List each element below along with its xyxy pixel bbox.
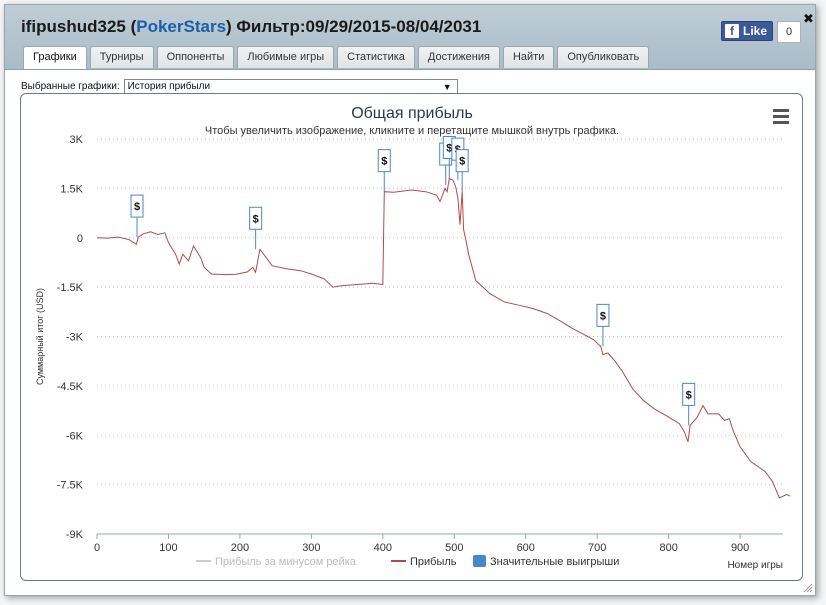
big-win-marker (377, 149, 391, 173)
big-win-marker-label: $ (381, 156, 387, 168)
dropdown-arrow-icon: ▼ (442, 81, 452, 92)
x-tick-label: 800 (659, 542, 677, 554)
menu-bar (773, 115, 789, 118)
tab-bar: Графики Турниры Оппоненты Любимые игры Стати… (23, 46, 650, 69)
x-tick-label: 200 (231, 542, 249, 554)
close-icon[interactable]: ✖ (803, 11, 814, 26)
tab-2[interactable]: Оппоненты (156, 46, 235, 68)
menu-bar (773, 121, 789, 124)
profit-chart[interactable]: Общая прибыль Чтобы увеличить изображение… (20, 93, 803, 581)
x-tick-label: 900 (731, 542, 749, 554)
x-tick-label: 700 (588, 542, 606, 554)
y-tick-label: -6K (66, 430, 84, 442)
y-tick-label: 1.5K (60, 183, 83, 195)
facebook-like-count: 0 (777, 21, 801, 43)
x-axis-label: Номер игры (727, 560, 783, 571)
big-win-marker (130, 194, 144, 218)
filter-label: Фильтр: (236, 17, 306, 36)
chart-selector-row: Выбранные графики: История прибыли ▼ (21, 77, 458, 95)
big-win-marker (455, 149, 469, 173)
x-tick-label: 0 (94, 542, 100, 554)
big-win-marker (249, 206, 263, 230)
resize-grip-icon[interactable] (803, 583, 813, 593)
y-tick-label: -4.5K (57, 381, 84, 393)
tab-5[interactable]: Достижения (417, 46, 500, 68)
big-win-marker-label: $ (600, 310, 606, 322)
x-tick-label: 300 (302, 542, 320, 554)
y-tick-label: 3K (70, 134, 84, 146)
tab-0[interactable]: Графики (23, 46, 87, 69)
legend-big-wins-swatch (473, 555, 486, 567)
big-win-marker (596, 303, 610, 327)
poker-site-link[interactable]: PokerStars (136, 17, 227, 36)
tab-4[interactable]: Статистика (337, 46, 415, 68)
big-win-marker (682, 382, 696, 406)
chart-selector-label: Выбранные графики: (21, 80, 120, 92)
tab-3[interactable]: Любимые игры (237, 46, 335, 68)
x-tick-label: 400 (374, 542, 392, 554)
y-tick-label: -9K (66, 529, 84, 541)
big-win-marker-label: $ (446, 143, 452, 155)
legend-rake-label: Прибыль за минусом рейка (215, 556, 357, 568)
x-tick-label: 600 (517, 542, 535, 554)
tab-6[interactable]: Найти (502, 46, 555, 68)
y-tick-label: -7.5K (57, 480, 84, 492)
player-graphs-window: ifipushud325 (PokerStars) Фильтр:09/29/2… (4, 4, 816, 596)
chart-selector-dropdown[interactable]: История прибыли ▼ (123, 78, 458, 94)
facebook-icon: f (725, 24, 739, 38)
tab-1[interactable]: Турниры (89, 46, 154, 68)
filter-range: 09/29/2015-08/04/2031 (305, 17, 482, 36)
tab-7[interactable]: Опубликовать (557, 46, 650, 68)
big-win-marker-label: $ (134, 201, 140, 213)
y-tick-label: -1.5K (57, 282, 84, 294)
big-win-marker-label: $ (253, 213, 259, 225)
facebook-like-button[interactable]: f Like (721, 21, 773, 41)
player-name: ifipushud325 (21, 17, 126, 36)
big-win-marker-label: $ (686, 389, 692, 401)
legend-profit-label: Прибыль (410, 556, 457, 568)
big-win-marker-label: $ (459, 156, 465, 168)
y-axis-label: Суммарный итог (USD) (35, 288, 45, 385)
chart-subtitle: Чтобы увеличить изображение, кликните и … (205, 125, 619, 137)
facebook-like-label: Like (743, 24, 768, 38)
y-tick-label: -3K (66, 332, 84, 344)
chart-menu-icon[interactable] (773, 109, 789, 124)
menu-bar (773, 109, 789, 112)
window-header: ifipushud325 (PokerStars) Фильтр:09/29/2… (5, 5, 815, 70)
y-tick-label: 0 (77, 233, 83, 245)
chart-selector-value: История прибыли (127, 80, 211, 92)
legend-big-wins-label: Значительные выигрыши (490, 556, 619, 568)
chart-title: Общая прибыль (351, 105, 473, 122)
x-tick-label: 500 (445, 542, 463, 554)
series-profit-line (96, 177, 791, 499)
x-tick-label: 100 (159, 542, 177, 554)
profit-chart-svg[interactable]: Общая прибыль Чтобы увеличить изображение… (21, 94, 802, 580)
window-title: ifipushud325 (PokerStars) Фильтр:09/29/2… (21, 17, 482, 36)
